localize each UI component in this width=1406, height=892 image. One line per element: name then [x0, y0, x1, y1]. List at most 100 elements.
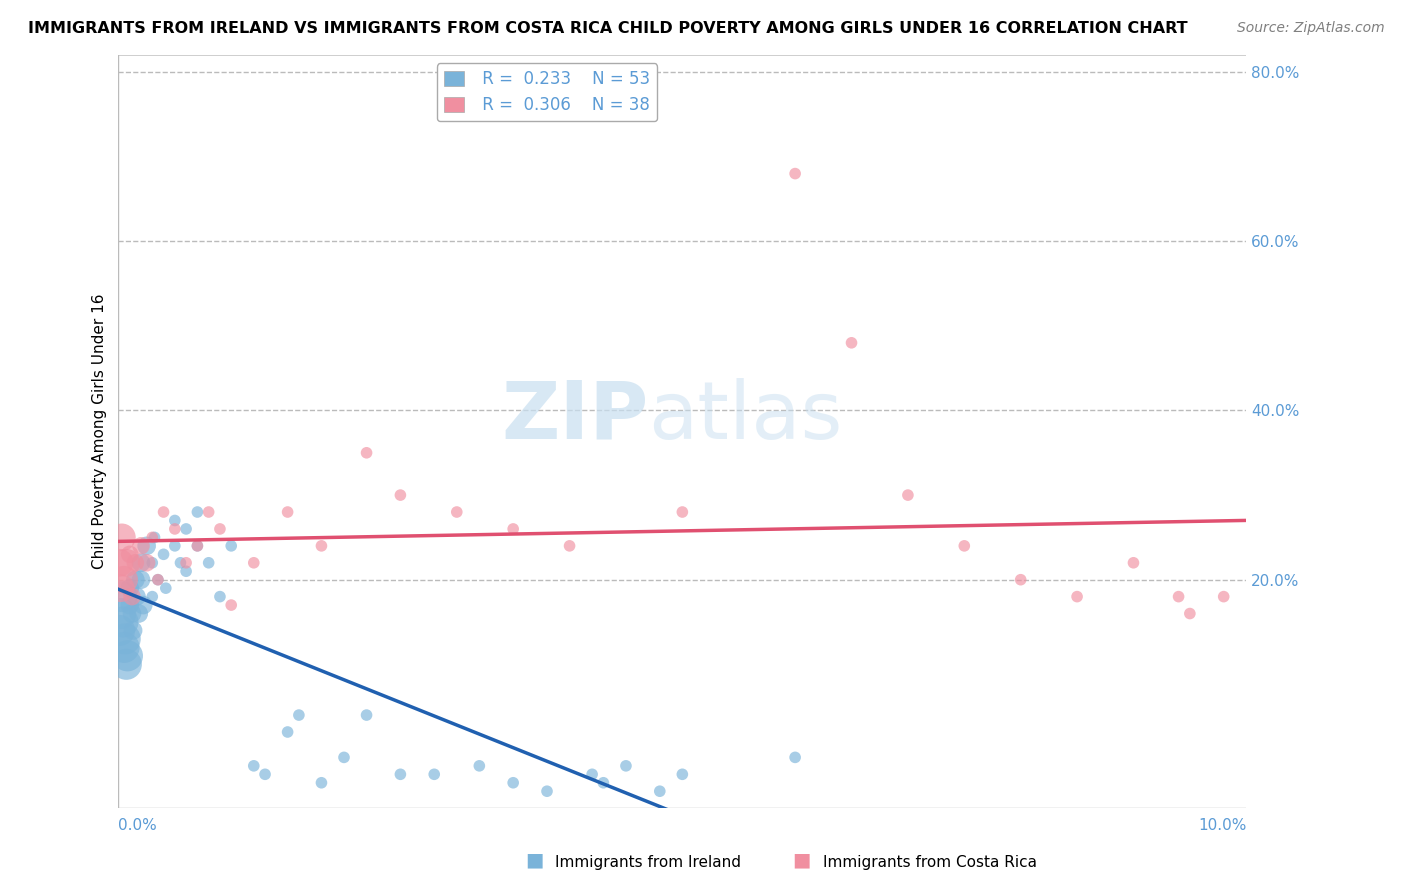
Point	[118, 598, 141, 612]
Point	[163, 522, 186, 536]
Point	[115, 657, 138, 672]
Point	[671, 505, 693, 519]
Point	[1212, 590, 1234, 604]
Point	[129, 556, 152, 570]
Text: 10.0%: 10.0%	[1198, 818, 1246, 833]
Point	[112, 640, 135, 655]
Point	[169, 556, 191, 570]
Point	[186, 539, 208, 553]
Text: 0.0%: 0.0%	[118, 818, 157, 833]
Point	[186, 539, 208, 553]
Point	[502, 776, 524, 790]
Point	[423, 767, 446, 781]
Point	[446, 505, 468, 519]
Point	[592, 776, 614, 790]
Point	[174, 556, 197, 570]
Point	[186, 505, 208, 519]
Point	[254, 767, 277, 781]
Point	[117, 648, 139, 663]
Point	[208, 522, 231, 536]
Point	[841, 335, 863, 350]
Point	[614, 759, 637, 773]
Point	[128, 607, 150, 621]
Point	[124, 573, 146, 587]
Point	[125, 590, 148, 604]
Point	[581, 767, 603, 781]
Point	[219, 598, 242, 612]
Point	[163, 539, 186, 553]
Point	[174, 564, 197, 578]
Point	[163, 513, 186, 527]
Point	[242, 759, 264, 773]
Point	[333, 750, 356, 764]
Point	[208, 590, 231, 604]
Point	[197, 556, 219, 570]
Point	[389, 488, 412, 502]
Point	[152, 547, 174, 561]
Point	[311, 539, 333, 553]
Point	[111, 615, 134, 629]
Point	[356, 708, 378, 723]
Text: ■: ■	[524, 851, 544, 870]
Point	[108, 556, 131, 570]
Point	[558, 539, 581, 553]
Text: atlas: atlas	[648, 377, 842, 456]
Text: Immigrants from Ireland: Immigrants from Ireland	[555, 855, 741, 870]
Point	[124, 556, 146, 570]
Point	[118, 547, 141, 561]
Text: ZIP: ZIP	[502, 377, 648, 456]
Point	[648, 784, 671, 798]
Point	[135, 539, 157, 553]
Text: ■: ■	[792, 851, 811, 870]
Text: IMMIGRANTS FROM IRELAND VS IMMIGRANTS FROM COSTA RICA CHILD POVERTY AMONG GIRLS : IMMIGRANTS FROM IRELAND VS IMMIGRANTS FR…	[28, 21, 1188, 36]
Point	[785, 750, 807, 764]
Point	[146, 573, 169, 587]
Point	[152, 505, 174, 519]
Point	[1010, 573, 1032, 587]
Point	[785, 167, 807, 181]
Point	[242, 556, 264, 570]
Point	[135, 556, 157, 570]
Point	[897, 488, 920, 502]
Point	[155, 581, 177, 595]
Text: Immigrants from Costa Rica: Immigrants from Costa Rica	[823, 855, 1036, 870]
Point	[111, 530, 134, 544]
Point	[146, 573, 169, 587]
Point	[118, 581, 141, 595]
Point	[112, 573, 135, 587]
Point	[277, 725, 299, 739]
Point	[114, 632, 136, 646]
Legend:  R =  0.233    N = 53,  R =  0.306    N = 38: R = 0.233 N = 53, R = 0.306 N = 38	[437, 63, 657, 121]
Point	[110, 581, 132, 595]
Point	[1122, 556, 1144, 570]
Point	[277, 505, 299, 519]
Point	[132, 598, 155, 612]
Point	[389, 767, 412, 781]
Point	[671, 767, 693, 781]
Point	[502, 522, 524, 536]
Point	[129, 539, 152, 553]
Point	[141, 556, 163, 570]
Point	[121, 590, 143, 604]
Point	[953, 539, 976, 553]
Point	[174, 522, 197, 536]
Point	[129, 573, 152, 587]
Point	[311, 776, 333, 790]
Point	[288, 708, 311, 723]
Y-axis label: Child Poverty Among Girls Under 16: Child Poverty Among Girls Under 16	[93, 293, 107, 569]
Point	[1167, 590, 1189, 604]
Point	[141, 530, 163, 544]
Point	[115, 556, 138, 570]
Point	[356, 446, 378, 460]
Point	[108, 624, 131, 638]
Point	[197, 505, 219, 519]
Point	[1066, 590, 1088, 604]
Point	[143, 530, 166, 544]
Text: Source: ZipAtlas.com: Source: ZipAtlas.com	[1237, 21, 1385, 35]
Point	[141, 590, 163, 604]
Point	[219, 539, 242, 553]
Point	[1178, 607, 1201, 621]
Point	[468, 759, 491, 773]
Point	[121, 607, 143, 621]
Point	[111, 590, 134, 604]
